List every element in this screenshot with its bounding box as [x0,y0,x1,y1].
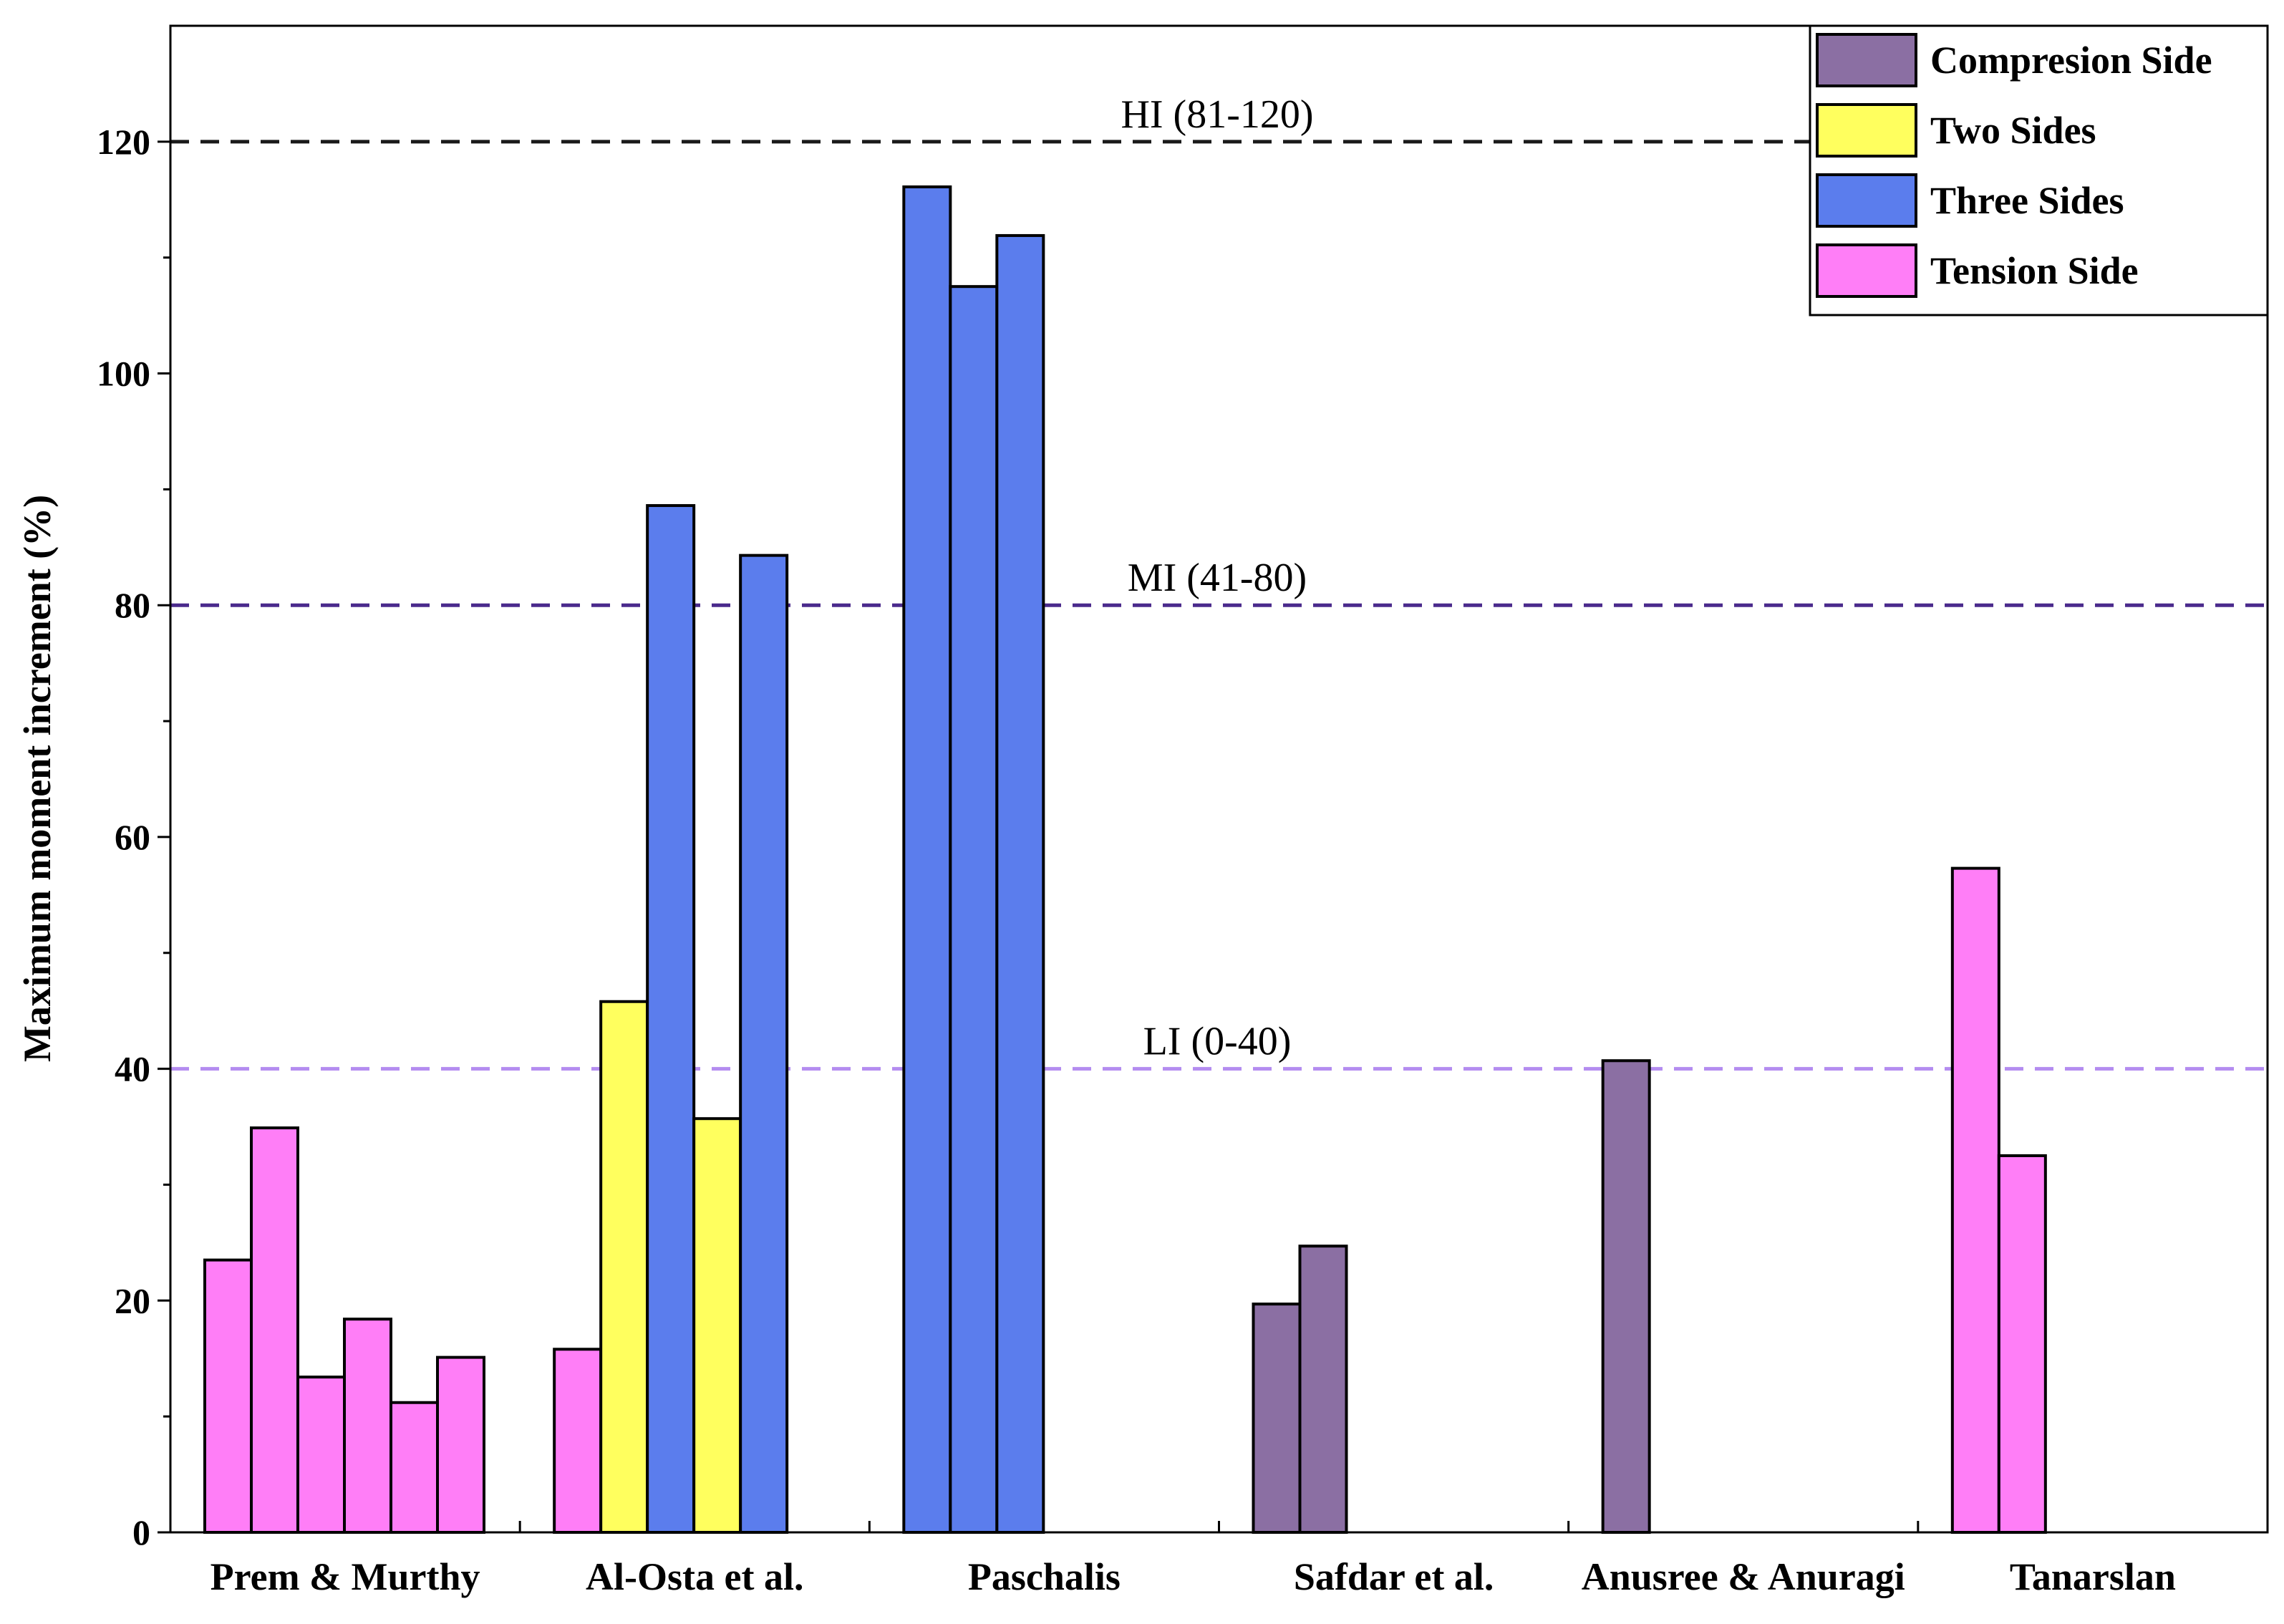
bars [203,185,2047,1534]
legend-swatch-compresion-side [1816,33,1917,87]
y-tick-label: 100 [97,354,150,394]
bar-prem-murthy-6 [436,1355,485,1534]
y-tick-label: 40 [115,1049,150,1089]
bar-paschalis-3 [995,233,1045,1534]
bar-safdar-et-al-1 [1252,1302,1302,1534]
reference-line-label: LI (0-40) [1143,1020,1292,1064]
y-tick-label: 80 [115,585,150,625]
y-tick-label: 0 [132,1512,150,1552]
legend-swatch-tension-side [1816,243,1917,298]
bar-al-osta-et-al-3 [646,504,696,1534]
x-tick-label-safdar-et-al: Safdar et al. [1294,1555,1494,1598]
x-tick-label-anusree-anuragi: Anusree & Anuragi [1582,1555,1905,1598]
bar-prem-murthy-4 [343,1318,392,1534]
bar-tanarslan-2 [1997,1154,2047,1534]
legend-swatch-three-sides [1816,173,1917,228]
legend-label: Three Sides [1930,179,2124,222]
x-tick-label-prem-murthy: Prem & Murthy [211,1555,480,1598]
bar-prem-murthy-2 [250,1126,299,1534]
legend: Compresion Side Two Sides Three Sides Tensi… [1809,24,2269,316]
y-tick-label: 60 [115,817,150,857]
y-axis-title: Maximum moment increment (%) [16,495,59,1062]
legend-label: Compresion Side [1930,39,2212,82]
bar-al-osta-et-al-2 [599,1000,649,1534]
bar-safdar-et-al-2 [1298,1244,1348,1534]
x-tick-label-paschalis: Paschalis [968,1555,1121,1598]
x-tick-label-al-osta-et-al: Al-Osta et al. [586,1555,803,1598]
legend-label: Two Sides [1930,109,2096,152]
bar-paschalis-1 [902,185,952,1534]
bar-anusree-anuragi-1 [1601,1059,1651,1534]
legend-swatch-two-sides [1816,103,1917,158]
bar-prem-murthy-5 [389,1401,439,1534]
reference-line-label: HI (81-120) [1121,92,1313,137]
reference-line-label: MI (41-80) [1128,556,1307,600]
legend-label: Tension Side [1930,249,2139,292]
axes: 0 20 40 60 80 100 120 Prem & Murthy Al-Osta et a… [97,24,2269,1598]
bar-al-osta-et-al-1 [553,1348,603,1534]
bar-prem-murthy-3 [296,1376,346,1534]
bar-al-osta-et-al-5 [739,554,789,1534]
bar-al-osta-et-al-4 [692,1117,742,1534]
x-tick-label-tanarslan: Tanarslan [2010,1555,2176,1598]
bar-prem-murthy-1 [203,1258,253,1534]
bar-tanarslan-1 [1950,866,2000,1534]
y-tick-label: 120 [97,122,150,162]
bar-paschalis-2 [949,285,999,1534]
y-tick-label: 20 [115,1280,150,1320]
